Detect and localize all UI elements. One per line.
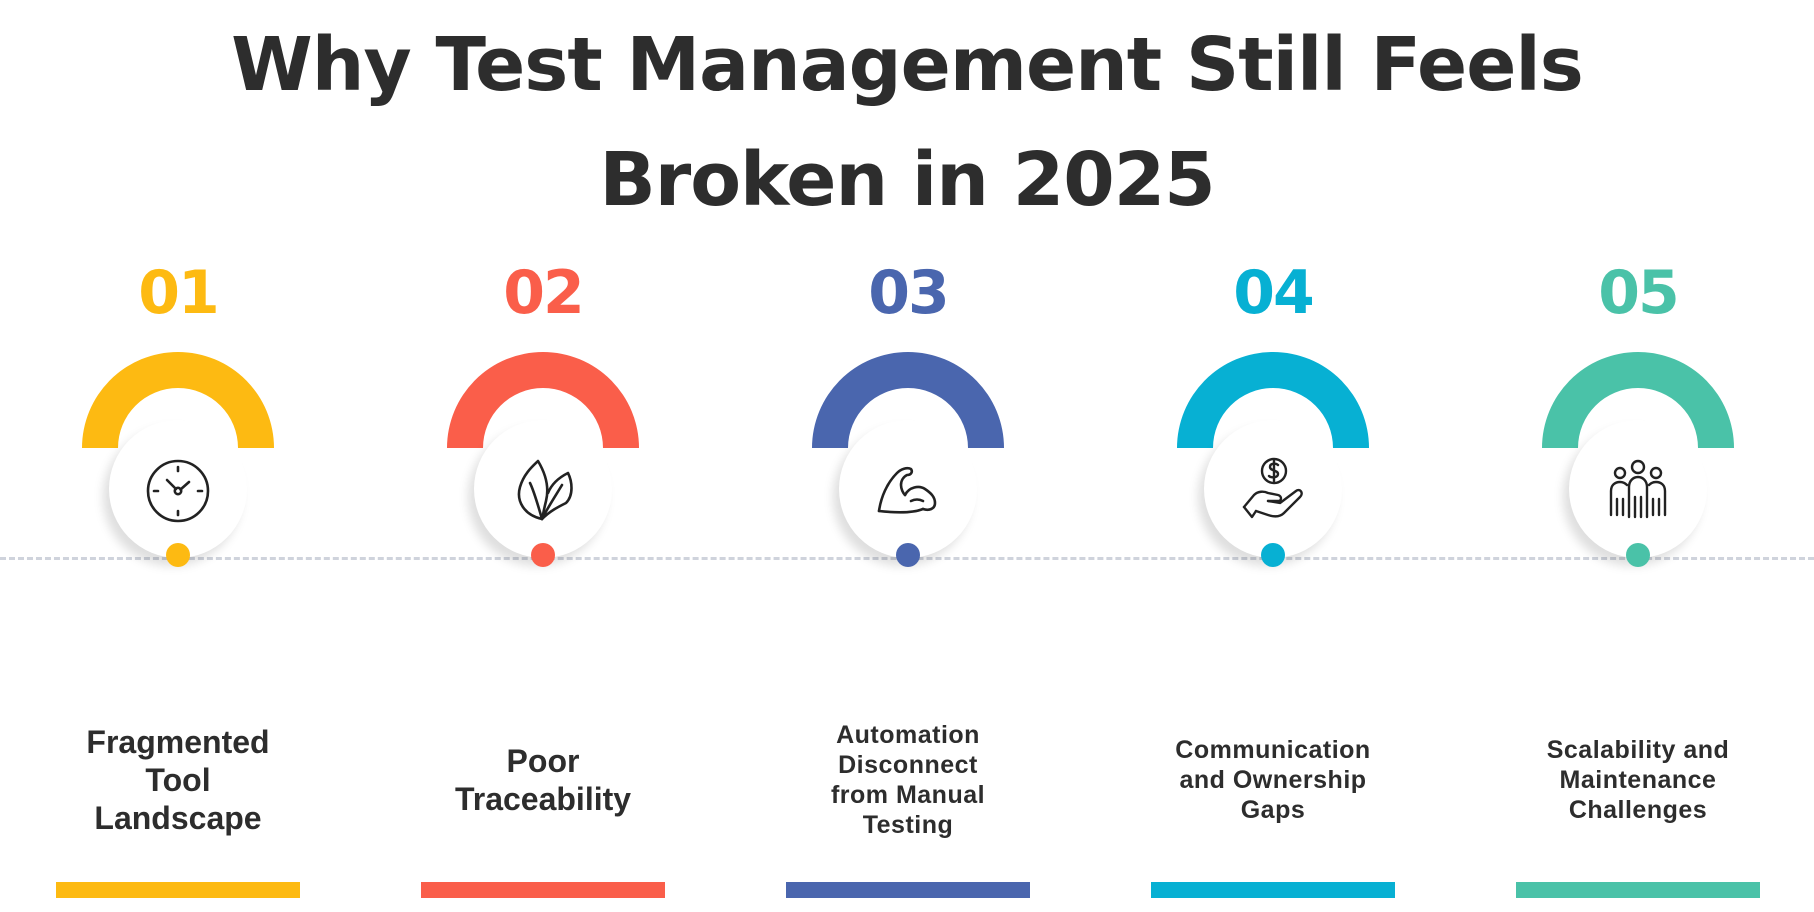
icon-circle (839, 420, 977, 558)
flexed-arm-icon (873, 455, 943, 525)
label-box: Automation Disconnect from Manual Testin… (768, 700, 1048, 860)
step-number: 04 (1233, 258, 1315, 316)
step-label: Automation Disconnect from Manual Testin… (830, 721, 986, 839)
half-ring (1177, 352, 1369, 448)
step-05: 05 Scalability and Maintenance Challenge… (1478, 255, 1798, 905)
icon-circle (1204, 420, 1342, 558)
label-box: Communication and Ownership Gaps (1133, 700, 1413, 860)
half-ring (447, 352, 639, 448)
timeline-dot (1261, 543, 1285, 567)
team-icon (1603, 455, 1673, 525)
color-bar (1151, 882, 1395, 898)
step-label: Poor Traceability (454, 743, 632, 817)
step-01: 01 Fragmented Tool Landscape (18, 255, 338, 905)
step-04: 04 Communication and Ownership Gaps (1113, 255, 1433, 905)
half-ring (812, 352, 1004, 448)
title-line-2: Broken in 2025 (599, 137, 1215, 223)
half-ring (1542, 352, 1734, 448)
step-number: 05 (1598, 258, 1680, 316)
step-number: 02 (503, 258, 585, 316)
label-box: Fragmented Tool Landscape (38, 700, 318, 860)
icon-circle (1569, 420, 1707, 558)
page-title: Why Test Management Still Feels Broken i… (0, 8, 1814, 238)
color-bar (786, 882, 1030, 898)
dollar-hand-icon (1238, 455, 1308, 525)
color-bar (421, 882, 665, 898)
timeline-dot (166, 543, 190, 567)
step-label: Fragmented Tool Landscape (86, 724, 270, 836)
step-02: 02 Poor Traceability (383, 255, 703, 905)
step-label: Communication and Ownership Gaps (1175, 736, 1371, 824)
half-ring (82, 352, 274, 448)
timeline-dot (531, 543, 555, 567)
step-03: 03 Automation Disconnect from Manual Tes… (748, 255, 1068, 905)
step-number: 01 (138, 258, 220, 316)
color-bar (1516, 882, 1760, 898)
step-label: Scalability and Maintenance Challenges (1546, 736, 1730, 824)
leaf-icon (508, 455, 578, 525)
icon-circle (474, 420, 612, 558)
label-box: Poor Traceability (403, 700, 683, 860)
step-number: 03 (868, 258, 950, 316)
timeline-dot (1626, 543, 1650, 567)
clock-icon (143, 455, 213, 525)
color-bar (56, 882, 300, 898)
title-line-1: Why Test Management Still Feels (231, 22, 1584, 108)
label-box: Scalability and Maintenance Challenges (1498, 700, 1778, 860)
timeline-dot (896, 543, 920, 567)
